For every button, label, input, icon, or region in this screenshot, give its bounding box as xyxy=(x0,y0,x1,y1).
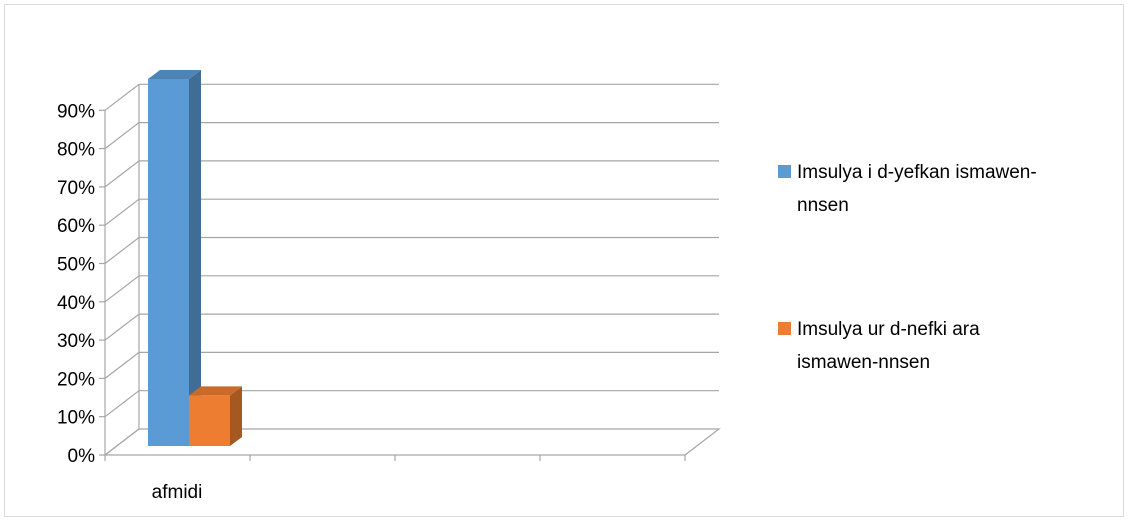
x-axis: afmidi xyxy=(104,455,686,503)
bar-top-face xyxy=(148,70,201,79)
gridline-side xyxy=(104,428,140,456)
gridline-side xyxy=(104,198,140,226)
gridline-side xyxy=(104,313,140,341)
gridline-side xyxy=(104,122,140,150)
legend-label: Imsulya ur d-nefki ara ismawen-nnsen xyxy=(797,319,980,373)
y-tick-label: 80% xyxy=(57,140,95,161)
y-tick-label: 50% xyxy=(57,255,95,276)
legend-label: Imsulya i d-yefkan ismawen-nnsen xyxy=(797,162,1037,216)
gridline-side xyxy=(104,83,140,111)
legend-swatch xyxy=(778,322,791,335)
y-tick-label: 30% xyxy=(57,331,95,352)
bar-front-face xyxy=(189,395,230,446)
gridline-side xyxy=(104,237,140,264)
legend-item-1: Imsulya i d-yefkan ismawen-nnsen xyxy=(778,162,1037,216)
y-tick-label: 0% xyxy=(68,446,96,467)
bar-series-1 xyxy=(148,70,201,446)
y-tick-label: 90% xyxy=(57,101,95,122)
y-tick-label: 10% xyxy=(57,408,95,429)
bar-side-face xyxy=(230,386,242,446)
legend-swatch xyxy=(778,165,791,178)
legend: Imsulya i d-yefkan ismawen-nnsen Imsulya … xyxy=(778,162,1037,373)
bars xyxy=(148,70,242,446)
gridline-side xyxy=(104,351,140,379)
legend-item-2: Imsulya ur d-nefki ara ismawen-nnsen xyxy=(778,319,980,373)
bar-series-2 xyxy=(189,386,242,446)
bar-side-face xyxy=(189,70,201,446)
y-tick-label: 20% xyxy=(57,369,95,390)
gridline-side xyxy=(104,160,140,188)
y-tick-label: 60% xyxy=(57,216,95,237)
y-tick-label: 70% xyxy=(57,178,95,199)
gridline-side xyxy=(104,390,140,418)
y-axis-ticks: 0% 10% 20% 30% 40% 50% 60% 70% 80% 90% xyxy=(57,101,105,467)
bar-front-face xyxy=(148,79,189,446)
bar-top-face xyxy=(189,386,242,396)
y-tick-label: 40% xyxy=(57,293,95,314)
gridlines xyxy=(104,83,719,456)
gridline-side xyxy=(104,275,140,303)
x-category-label: afmidi xyxy=(152,482,203,503)
